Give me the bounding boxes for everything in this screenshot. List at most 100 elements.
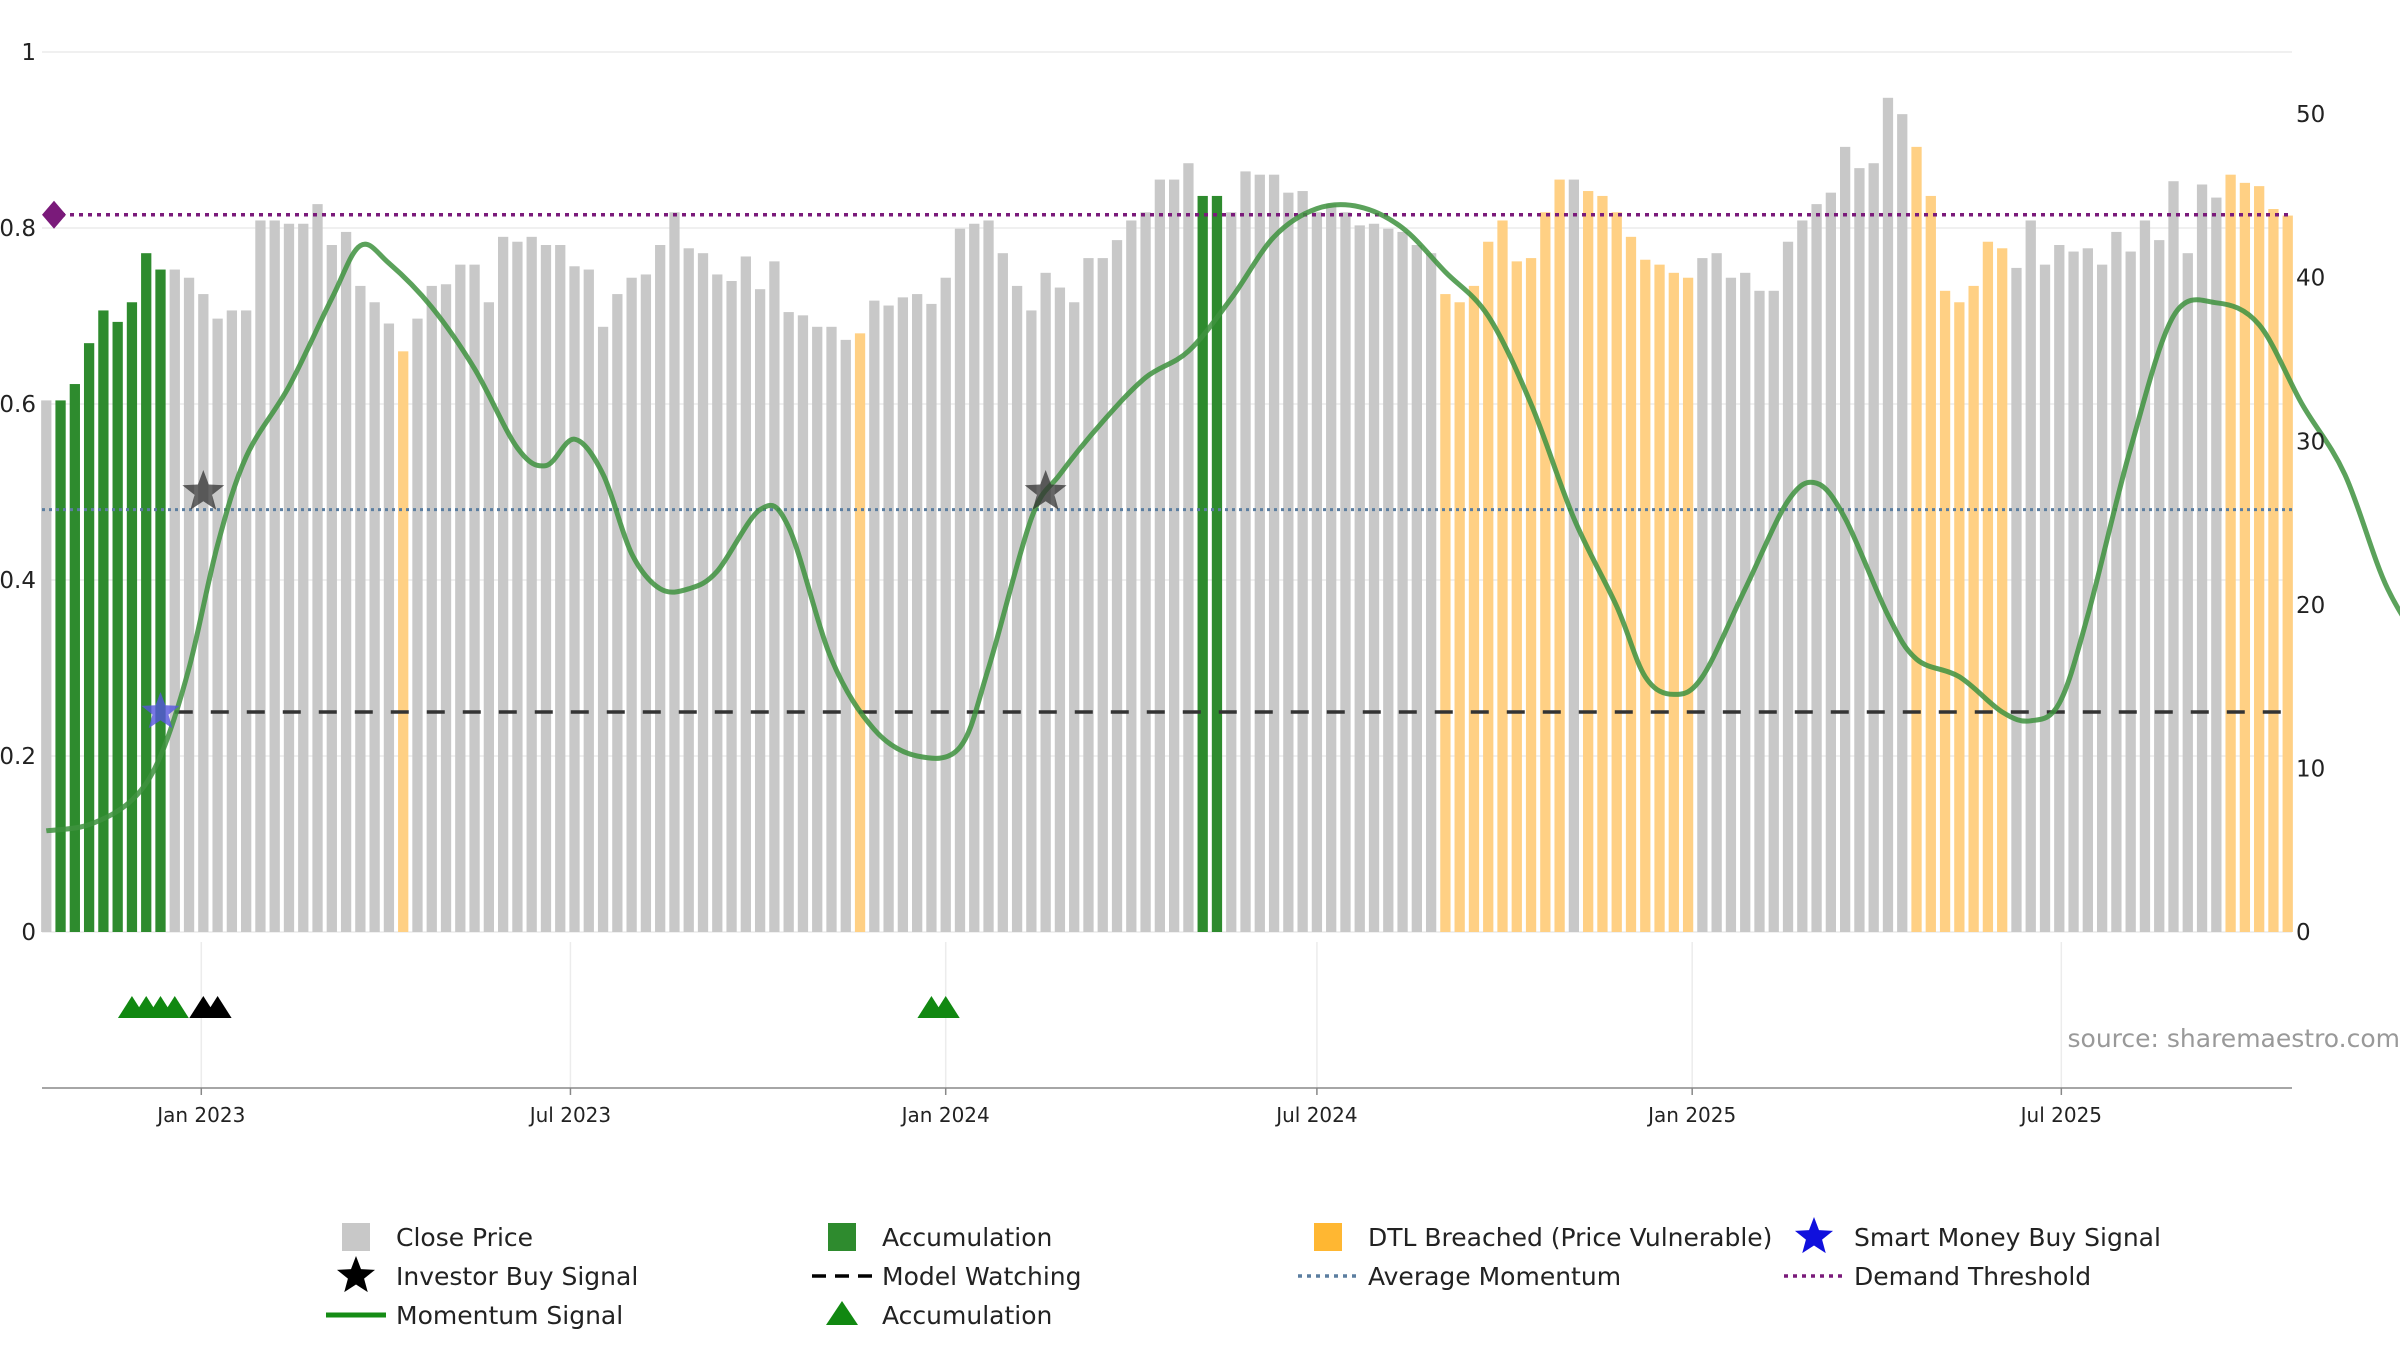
close-price-bar [2182,253,2193,933]
close-price-bar [1154,179,1166,933]
reference-lines [42,200,2292,714]
dtl-breached-bar [2282,215,2293,932]
close-price-bar [383,323,395,932]
legend-entry: Average Momentum [1298,1262,1621,1291]
close-price-bar [926,303,937,933]
investor-buy-signal-star [1024,470,1067,510]
close-price-bar [940,277,951,932]
legend-entry: Model Watching [812,1262,1082,1291]
close-price-bar [1326,204,1337,932]
y-left-tick-label: 0.8 [0,216,36,242]
close-price-bar [269,220,280,932]
momentum-signal-line [45,202,2400,834]
close-price-bar [2039,264,2051,932]
close-price-bar [241,310,252,932]
close-price-bar [497,236,509,933]
legend-label: Accumulation [882,1223,1052,1252]
close-price-bar [340,231,352,932]
y-right-tick-label: 10 [2296,756,2325,782]
source-label: source: sharemaestro.com [2068,1024,2400,1053]
legend-entry: Momentum Signal [326,1301,623,1330]
y-right-tick-label: 50 [2296,102,2325,128]
close-price-bar [1383,228,1394,932]
legend-label: DTL Breached (Price Vulnerable) [1368,1223,1772,1252]
legend-entry: Close Price [342,1223,533,1252]
demand-threshold-marker [42,200,66,229]
close-price-bar [712,274,723,933]
square-green-icon [828,1223,856,1251]
close-price-bar [1111,240,1123,932]
dtl-breached-bar [2239,182,2251,933]
y-left-tick-label: 1 [21,40,36,66]
close-price-bar [1183,163,1194,933]
close-price-bar [212,318,223,933]
legend: Close Price Accumulation DTL Breached (Pri… [326,1217,2161,1330]
close-price-bar [169,269,180,932]
close-price-bar [1254,174,1265,932]
dtl-breached-bar [1640,259,1651,933]
buy-signals [141,470,1067,729]
close-price-bar [369,302,380,932]
accumulation-bar [98,310,109,932]
close-price-bar [1340,212,1351,933]
legend-label: Momentum Signal [396,1301,623,1330]
close-price-bar [912,294,923,932]
dtl-breached-bar [1540,212,1551,933]
close-price-bar [2025,220,2036,932]
close-price-bar [954,228,966,932]
dtl-breached-bar [1968,285,1979,933]
legend-label: Average Momentum [1368,1262,1621,1291]
close-price-bar [2168,181,2179,932]
accumulation-bar [141,253,152,933]
investor-triangle [203,996,232,1018]
close-price-bar [754,289,766,933]
close-price-bar [1311,212,1323,933]
close-price-bar [1140,212,1151,933]
close-price-bar [426,285,437,933]
dtl-breached-bar [1654,264,1665,932]
close-price-bar [1882,97,1894,932]
close-price-bar [1226,212,1237,933]
legend-entry: Accumulation [828,1223,1052,1252]
close-price-bar [440,284,452,932]
close-price-bar [597,326,609,932]
accumulation-bar [69,384,80,932]
close-price-bar [969,223,980,933]
x-tick-label: Jul 2023 [528,1103,611,1127]
close-price-bar [412,318,423,933]
legend-label: Demand Threshold [1854,1262,2091,1291]
close-price-bar [1711,253,1722,933]
accumulation-bar [155,269,166,932]
close-price-bar [2111,231,2122,932]
x-tick-label: Jan 2024 [900,1103,990,1127]
close-price-bar [983,220,994,932]
close-price-bar [1368,223,1380,933]
close-price-bar [1754,290,1765,932]
square-gray-icon [342,1223,370,1251]
close-price-bar [2011,267,2022,932]
legend-entry: DTL Breached (Price Vulnerable) [1314,1223,1772,1252]
close-price-bar [2211,197,2222,933]
legend-label: Smart Money Buy Signal [1854,1223,2161,1252]
dtl-breached-bar [1682,277,1694,932]
dtl-breached-bar [1597,195,1608,932]
close-price-bar [1782,241,1794,933]
legend-label: Accumulation [882,1301,1052,1330]
close-price-bar [2139,220,2151,932]
close-price-bar [1411,245,1422,932]
legend-label: Investor Buy Signal [396,1262,638,1291]
close-price-bar [869,300,880,933]
close-price-bar [669,212,680,933]
close-price-bar [897,297,909,932]
close-price-bar [1268,174,1280,932]
square-orange-icon [1314,1223,1342,1251]
close-price-bar [540,245,552,932]
close-price-bar [226,310,238,932]
close-price-bar [555,245,566,932]
legend-entry: Investor Buy Signal [336,1256,638,1293]
close-price-bar [1397,231,1408,932]
close-price-bar [583,269,594,932]
close-price-bar [826,326,837,932]
momentum-signal-series [45,202,2400,834]
